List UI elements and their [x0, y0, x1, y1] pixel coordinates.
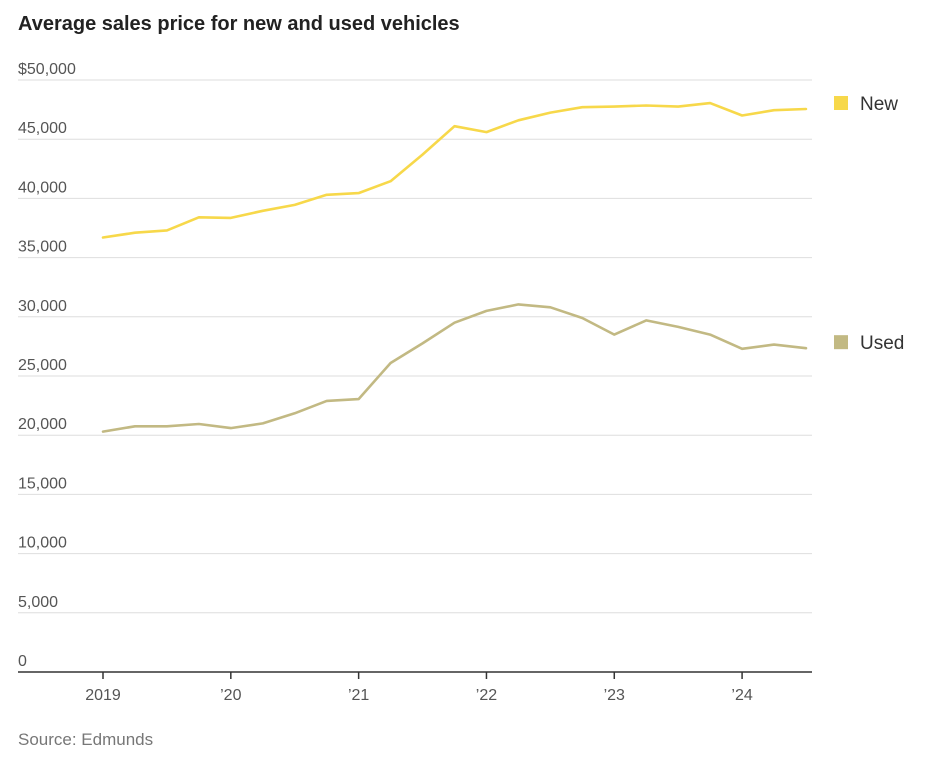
x-tick-label: ’21 — [348, 687, 369, 704]
y-tick-label: 30,000 — [18, 298, 67, 315]
y-tick-label: 20,000 — [18, 416, 67, 433]
series-lines — [101, 101, 808, 433]
y-tick-label: 0 — [18, 653, 27, 670]
x-tick-label: ’20 — [220, 687, 241, 704]
x-tick-label: 2019 — [85, 687, 121, 704]
x-tick-label: ’23 — [604, 687, 625, 704]
legend: New Used — [834, 94, 904, 354]
legend-swatch-used — [834, 335, 848, 350]
x-axis: 2019 ’20 ’21 ’22 ’23 ’24 — [18, 671, 812, 704]
source-note: Source: Edmunds — [18, 730, 154, 749]
y-tick-label: 35,000 — [18, 239, 67, 256]
y-tick-label: 10,000 — [18, 535, 67, 552]
y-tick-label: 40,000 — [18, 179, 67, 196]
chart-title: Average sales price for new and used veh… — [18, 13, 460, 35]
legend-swatch-new — [834, 96, 848, 111]
y-axis-tick-labels: $50,000 45,000 40,000 35,000 30,000 25,000 20,… — [18, 61, 76, 670]
y-tick-label: 25,000 — [18, 357, 67, 374]
series-line-new — [101, 101, 808, 239]
y-tick-label: 15,000 — [18, 475, 67, 492]
x-tick-label: ’24 — [731, 687, 752, 704]
series-line-used — [101, 303, 808, 433]
y-tick-label: $50,000 — [18, 61, 76, 78]
legend-label-new: New — [860, 94, 898, 115]
y-tick-label: 45,000 — [18, 120, 67, 137]
grid-lines — [18, 79, 812, 614]
x-tick-label: ’22 — [476, 687, 497, 704]
y-tick-label: 5,000 — [18, 594, 58, 611]
legend-label-used: Used — [860, 333, 904, 354]
